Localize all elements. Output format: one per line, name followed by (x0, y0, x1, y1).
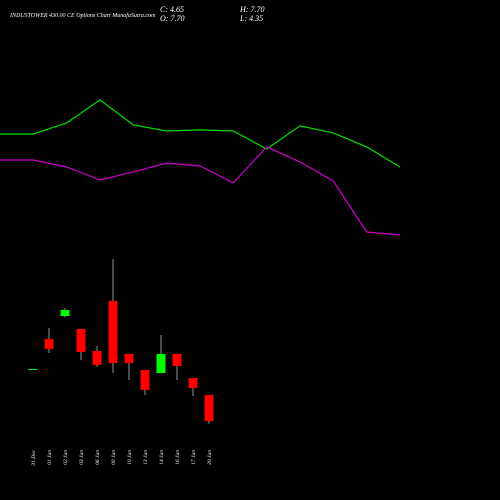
chart-title: INDUSTOWER 430.00 CE Options Chart Munaf… (9, 12, 156, 19)
candle-body (188, 378, 198, 389)
candle-body (140, 370, 150, 390)
stat-high: H: 7.70 (239, 5, 264, 14)
x-tick-label: 10 Jan (127, 450, 133, 465)
x-tick-label: 20 Jan (207, 450, 213, 465)
x-tick-label: 03 Jan (79, 450, 85, 465)
x-tick-label: 13 Jan (143, 450, 149, 465)
x-tick-label: 16 Jan (175, 450, 181, 465)
candle-body (204, 395, 214, 422)
candle-body (92, 350, 102, 365)
indicator-line (0, 99, 401, 168)
x-tick-label: 01 Jan (47, 450, 53, 465)
candle-body (76, 328, 86, 352)
stat-close: C: 4.65 (160, 5, 184, 14)
stat-low: L: 4.35 (239, 14, 263, 23)
candle-body (60, 310, 70, 316)
x-tick-label: 31 Dec (31, 449, 37, 466)
x-tick-label: 02 Jan (63, 450, 69, 465)
candle-body (28, 368, 38, 370)
stat-open: O: 7.70 (160, 14, 184, 23)
x-tick-label: 06 Jan (95, 450, 101, 465)
indicator-line (0, 146, 401, 236)
candle-body (108, 300, 118, 364)
x-tick-label: 09 Jan (111, 450, 117, 465)
x-tick-label: 14 Jan (158, 450, 165, 465)
candle-body (44, 338, 54, 350)
candle-body (156, 353, 166, 373)
candle-body (124, 353, 134, 364)
x-tick-label: 17 Jan (191, 450, 197, 465)
candle-body (172, 353, 182, 366)
